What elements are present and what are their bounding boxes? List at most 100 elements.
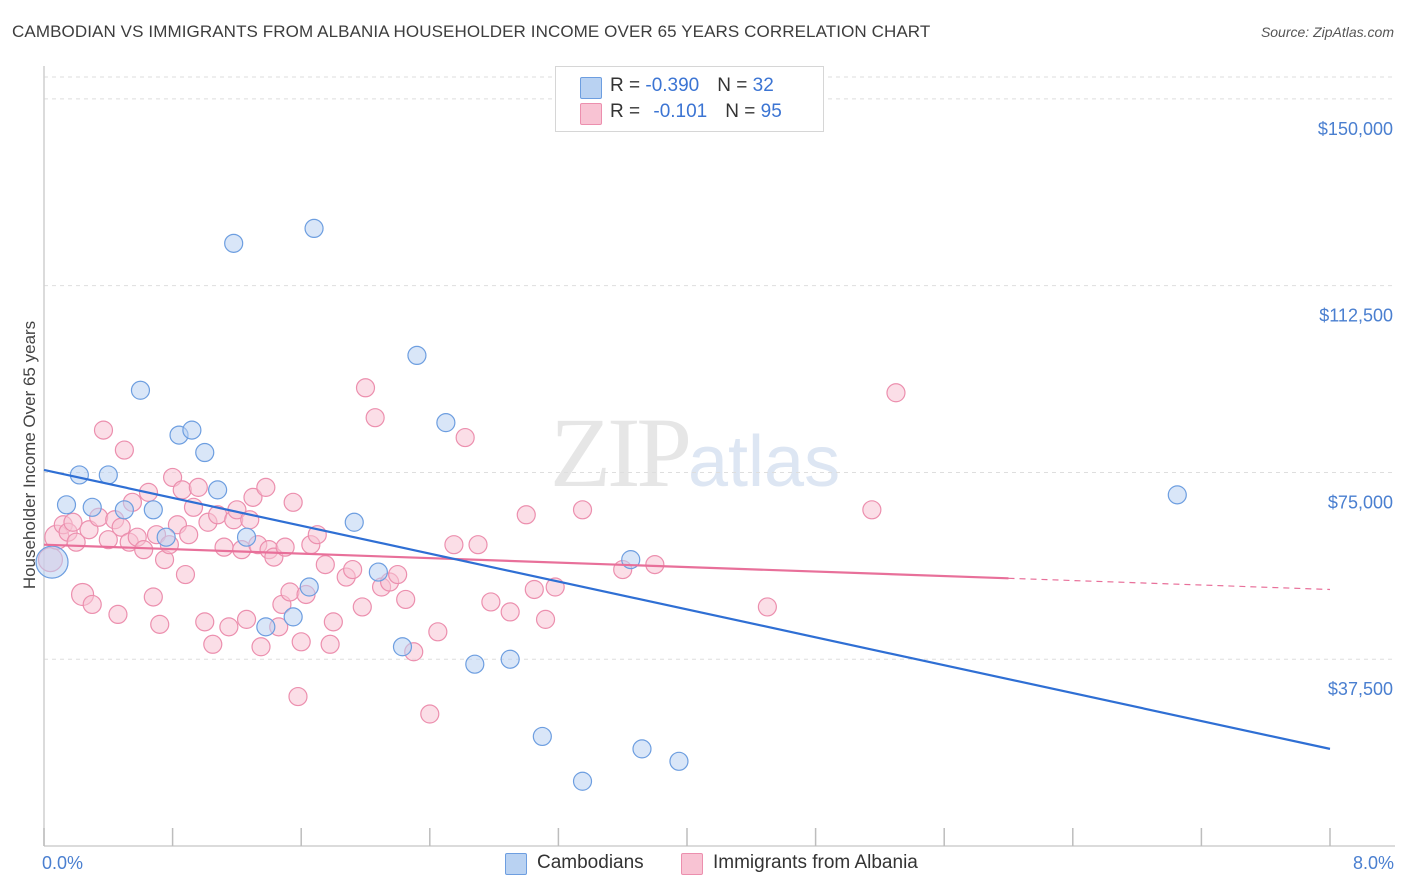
- albania-point: [108, 604, 128, 625]
- albania-point: [172, 480, 192, 500]
- albania-point: [256, 477, 276, 497]
- albania-point: [134, 540, 154, 560]
- y-axis-label: Householder Income Over 65 years: [20, 321, 39, 589]
- albania-point: [283, 492, 303, 512]
- cambodian-point: [344, 512, 364, 532]
- cambodian-point: [69, 465, 89, 485]
- legend-n-label: N =: [717, 75, 753, 96]
- albania-point: [188, 477, 208, 497]
- legend-n-label: N =: [725, 101, 761, 122]
- albania-trend-line-extension: [1008, 577, 1331, 591]
- x-tick-label: 8.0%: [1353, 853, 1394, 873]
- albania-point: [862, 500, 882, 520]
- cambodian-point: [98, 465, 118, 485]
- legend-swatch-blue: [580, 77, 602, 99]
- cambodian-point: [283, 607, 303, 627]
- albania-point: [63, 512, 83, 532]
- cambodian-point: [182, 420, 202, 440]
- cambodian-point: [236, 527, 257, 547]
- legend-label-cambodians: Cambodians: [537, 852, 644, 873]
- albania-trend-line: [43, 543, 1009, 580]
- cambodian-point: [208, 480, 228, 500]
- y-tick-label: $112,500: [1319, 306, 1393, 326]
- legend-r-label: R =: [610, 101, 646, 122]
- cambodian-point: [130, 380, 151, 400]
- legend-r-label: R =: [610, 75, 646, 96]
- cambodian-point: [1167, 485, 1187, 505]
- legend-swatch-blue: [505, 853, 527, 875]
- albania-point: [420, 704, 440, 724]
- cambodian-point: [532, 726, 552, 747]
- cambodian-point: [35, 545, 69, 579]
- albania-point: [355, 378, 376, 398]
- watermark-atlas: atlas: [688, 422, 841, 502]
- albania-point: [291, 632, 311, 652]
- cambodian-point: [224, 233, 244, 253]
- albania-point: [481, 592, 501, 612]
- cambodian-point: [143, 500, 163, 520]
- watermark-zip: ZIP: [550, 397, 692, 508]
- albania-point: [214, 537, 234, 557]
- albania-point: [175, 564, 196, 585]
- albania-point: [468, 535, 488, 555]
- albania-point: [280, 582, 300, 602]
- albania-point: [82, 594, 102, 615]
- cambodian-point: [299, 577, 319, 597]
- albania-point: [288, 686, 308, 707]
- legend-label-albania: Immigrants from Albania: [713, 852, 918, 873]
- legend-r-value: -0.390: [645, 75, 700, 96]
- albania-point: [428, 622, 448, 642]
- albania-point: [352, 597, 372, 617]
- albania-point: [236, 609, 257, 629]
- trend-lines: [43, 468, 1331, 750]
- cambodian-point: [368, 562, 388, 582]
- cambodian-point: [56, 495, 77, 515]
- cambodian-point: [632, 739, 652, 759]
- source-credit: Source: ZipAtlas.com: [1260, 24, 1394, 40]
- albania-point: [114, 440, 134, 460]
- albania-point: [203, 634, 223, 654]
- albania-point: [323, 612, 343, 632]
- albania-point: [500, 602, 520, 622]
- y-tick-label: $37,500: [1328, 679, 1393, 699]
- chart-title: CAMBODIAN VS IMMIGRANTS FROM ALBANIA HOU…: [12, 22, 931, 41]
- cambodian-point: [82, 497, 102, 517]
- cambodian-point: [465, 654, 485, 674]
- albania-point: [645, 554, 665, 575]
- albania-point: [343, 559, 363, 580]
- legend-n-value: 95: [760, 101, 782, 122]
- cambodian-point: [304, 218, 324, 238]
- albania-point: [455, 427, 475, 448]
- axes: [43, 66, 1395, 847]
- albania-point: [535, 609, 556, 629]
- watermark: ZIPatlas: [550, 395, 840, 510]
- legend-swatch-pink: [681, 853, 703, 875]
- albania-point: [251, 637, 271, 657]
- albania-point: [179, 525, 199, 545]
- albania-point: [315, 554, 335, 575]
- albania-point: [388, 564, 408, 585]
- y-tick-label: $75,000: [1328, 492, 1393, 512]
- albania-point: [150, 614, 170, 634]
- albania-point: [757, 597, 777, 617]
- albania-point: [444, 535, 464, 555]
- cambodian-point: [669, 751, 689, 771]
- x-tick-label: 0.0%: [42, 853, 83, 873]
- cambodian-point: [572, 771, 593, 791]
- albania-point: [524, 579, 544, 600]
- legend-r-value: -0.101: [653, 101, 708, 122]
- cambodian-point: [392, 637, 413, 657]
- cambodian-trend-line: [43, 468, 1331, 750]
- albania-point: [98, 530, 118, 550]
- albania-point: [275, 537, 295, 557]
- albania-point: [219, 617, 239, 637]
- tick-labels: $37,500 $75,000 $112,500 $150,000 0.0% 8.0% Ho…: [20, 119, 1394, 873]
- legend-n-value: 32: [752, 75, 774, 96]
- cambodian-point: [436, 413, 456, 433]
- albania-point: [93, 420, 114, 440]
- albania-point: [243, 487, 263, 507]
- grid-lines: [44, 76, 1395, 660]
- cambodian-point: [114, 500, 134, 520]
- cambodian-point: [156, 527, 176, 547]
